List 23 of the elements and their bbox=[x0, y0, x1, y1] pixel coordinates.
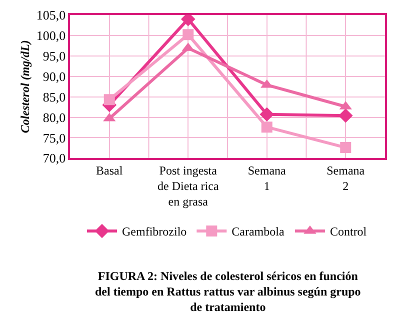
point bbox=[340, 142, 352, 154]
y-tick-label: 90,0 bbox=[42, 68, 66, 84]
text: FIGURA 2: Niveles de colesterol séricos en función del tiempo en Rattus rattus var albinus según grupo de tratamiento bbox=[95, 269, 361, 314]
y-tick-label: 75,0 bbox=[42, 130, 66, 146]
y-tick-label: 70,0 bbox=[42, 150, 66, 166]
point bbox=[104, 94, 115, 106]
y-tick-label: 105,0 bbox=[36, 8, 66, 23]
y-axis-title: Colesterol (mg/dL) bbox=[18, 40, 32, 134]
y-tick-label: 80,0 bbox=[42, 110, 66, 125]
point bbox=[338, 108, 353, 123]
point bbox=[260, 107, 274, 122]
point bbox=[182, 29, 194, 40]
y-tick-label: 100,0 bbox=[36, 28, 66, 43]
x-tick-label: Semana 1 bbox=[248, 163, 287, 193]
x-tick-label: Post ingesta de Dieta rica en grasa bbox=[157, 163, 220, 208]
legend-label: Control bbox=[330, 224, 368, 239]
legend-label: Gemfibrozilo bbox=[122, 224, 187, 239]
x-tick-label: Basal bbox=[96, 163, 124, 178]
point bbox=[261, 122, 272, 133]
y-tick-label: 95,0 bbox=[42, 48, 66, 64]
legend-label: Carambola bbox=[232, 224, 285, 239]
y-tick-label: 85,0 bbox=[42, 89, 66, 104]
x-tick-label: Semana 2 bbox=[326, 163, 366, 193]
